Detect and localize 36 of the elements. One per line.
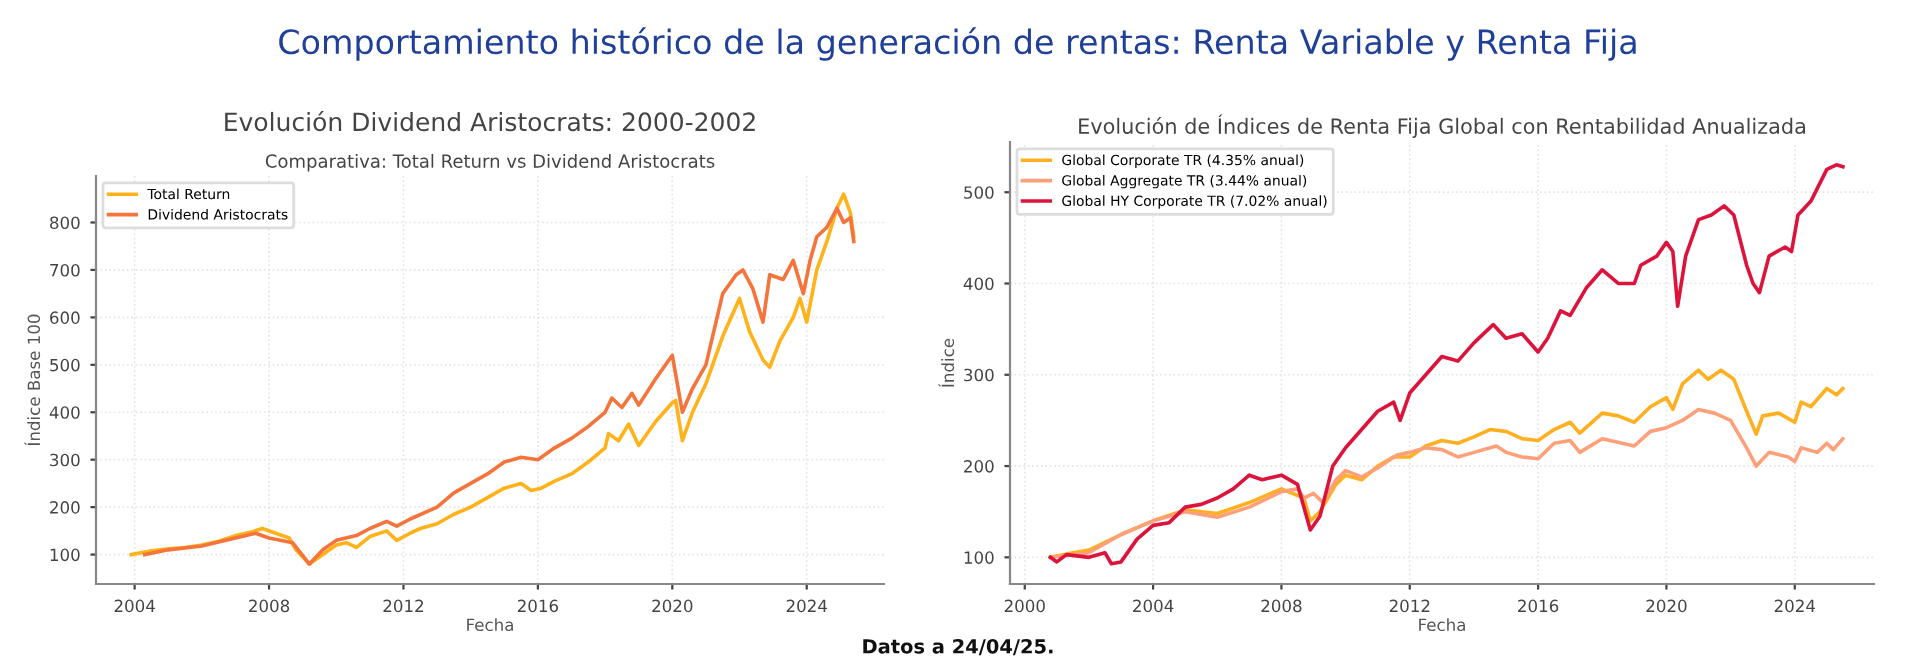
y-tick-label: 800 <box>50 216 80 230</box>
x-axis-title: Fecha <box>1419 618 1465 632</box>
x-tick-label: 2016 <box>1518 599 1559 613</box>
y-tick-label: 500 <box>50 358 80 372</box>
y-tick-label: 200 <box>50 501 80 514</box>
y-tick-label: 100 <box>964 551 994 564</box>
x-tick-label: 2000 <box>1004 599 1045 613</box>
x-tick-label: 2008 <box>249 599 290 613</box>
line-series <box>1048 407 1845 560</box>
text: Comportamiento histórico de la generación de rentas: Renta Variable y Renta Fija <box>279 27 1636 61</box>
x-tick-label: 2024 <box>1774 599 1816 613</box>
y-tick-label: 400 <box>963 277 994 291</box>
chart-title: Evolución de Índices de Renta Fija Global con Rentabilidad Anualizada <box>1079 114 1805 138</box>
y-axis-title: Índice Base 100 <box>24 314 41 446</box>
x-tick-label: 2004 <box>114 599 155 613</box>
y-tick-label: 200 <box>964 460 994 473</box>
chart-subtitle: Comparativa: Total Return vs Dividend Aristocrats <box>265 153 715 172</box>
y-axis-title: Índice <box>938 338 955 387</box>
y-tick-label: 700 <box>50 263 80 277</box>
y-tick-label: 500 <box>964 186 994 199</box>
x-tick-label: 2020 <box>1646 599 1687 613</box>
x-tick-label: 2012 <box>1389 599 1430 613</box>
text: Datos a 24/04/25. <box>863 638 1053 656</box>
x-tick-label: 2016 <box>517 599 559 613</box>
x-tick-label: 2012 <box>383 599 424 613</box>
y-tick-label: 300 <box>964 368 994 382</box>
y-tick-label: 600 <box>50 311 80 324</box>
chart-title: Evolución Dividend Aristocrats: 2000-2002 <box>225 110 755 132</box>
y-tick-label: 300 <box>50 453 80 467</box>
x-tick-label: 2020 <box>652 599 693 613</box>
x-tick-label: 2004 <box>1133 599 1174 613</box>
y-tick-label: 400 <box>49 406 80 419</box>
x-tick-label: 2008 <box>1261 599 1302 613</box>
x-tick-label: 2024 <box>786 599 827 613</box>
x-axis-title: Fecha <box>467 618 513 632</box>
y-tick-label: 100 <box>50 548 80 562</box>
